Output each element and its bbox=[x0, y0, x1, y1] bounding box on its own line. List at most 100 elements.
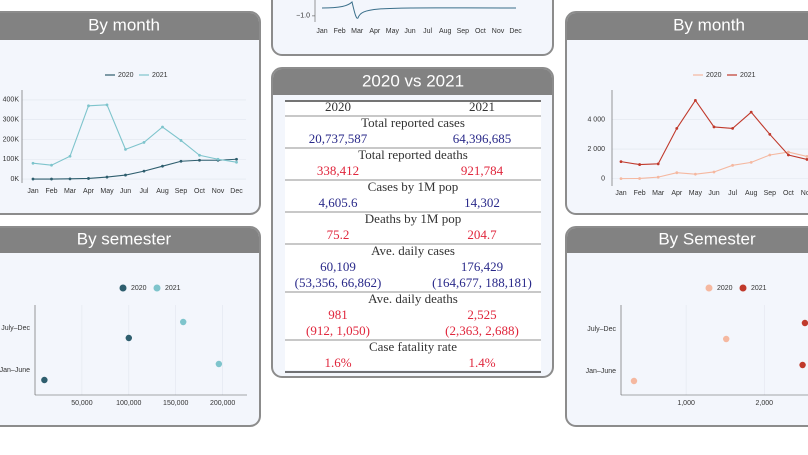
legend-label: 2020 bbox=[706, 72, 722, 79]
legend-label: 2021 bbox=[740, 72, 756, 79]
legend-swatch bbox=[153, 284, 161, 292]
x-tick-label: Oct bbox=[194, 188, 205, 195]
cell: 14,302 bbox=[464, 195, 500, 210]
y-tick-label: 4 000 bbox=[587, 116, 605, 123]
dot bbox=[41, 376, 48, 384]
x-tick-label: Apr bbox=[83, 188, 95, 195]
point bbox=[731, 126, 734, 130]
point bbox=[50, 177, 53, 181]
legend-swatch bbox=[739, 284, 747, 292]
point bbox=[124, 147, 127, 151]
legend-label: 2020 bbox=[717, 285, 733, 292]
series-line bbox=[33, 158, 237, 180]
point bbox=[198, 158, 201, 162]
point bbox=[124, 173, 127, 177]
x-tick-label: Aug bbox=[439, 28, 452, 35]
point bbox=[31, 161, 35, 165]
point bbox=[179, 139, 183, 142]
point bbox=[50, 163, 53, 167]
y-tick-label: July–Dec bbox=[587, 326, 616, 333]
panel-header bbox=[0, 243, 259, 253]
panel-title: By month bbox=[88, 15, 160, 34]
point bbox=[805, 155, 808, 158]
y-tick-label: Jan–June bbox=[586, 368, 616, 375]
panel bbox=[565, 226, 808, 427]
cell: 204.7 bbox=[467, 227, 497, 242]
x-tick-label: Jun bbox=[120, 188, 131, 195]
x-tick-label: May bbox=[689, 190, 703, 197]
x-tick-label: 150,000 bbox=[163, 400, 188, 407]
series-line bbox=[32, 104, 237, 166]
x-tick-label: Dec bbox=[230, 188, 243, 195]
dot bbox=[125, 334, 133, 342]
panel-title: By Semester bbox=[658, 229, 756, 248]
point bbox=[749, 160, 753, 164]
point bbox=[731, 163, 734, 167]
cell: (2,363, 2,688) bbox=[445, 323, 519, 338]
x-tick-label: Aug bbox=[156, 188, 169, 195]
cell: 75.2 bbox=[327, 227, 350, 242]
dot bbox=[723, 335, 730, 343]
point bbox=[235, 157, 238, 161]
cell: (912, 1,050) bbox=[306, 323, 370, 338]
x-tick-label: Mar bbox=[351, 28, 364, 35]
section-label: Total reported cases bbox=[361, 115, 465, 130]
x-tick-label: May bbox=[386, 28, 400, 35]
x-tick-label: Sep bbox=[764, 190, 777, 197]
table-title: 2020 vs 2021 bbox=[362, 71, 464, 90]
section-label: Case fatality rate bbox=[369, 339, 457, 354]
column-header: 2020 bbox=[325, 99, 351, 114]
x-tick-label: Dec bbox=[509, 28, 522, 35]
point bbox=[787, 150, 790, 154]
point bbox=[712, 170, 716, 174]
panel bbox=[0, 11, 261, 215]
x-tick-label: Jun bbox=[708, 190, 719, 197]
legend-swatch bbox=[119, 284, 127, 292]
point bbox=[235, 160, 238, 164]
cell: 60,109 bbox=[320, 259, 356, 274]
cell: 176,429 bbox=[461, 259, 503, 274]
x-tick-label: 1,000 bbox=[677, 400, 695, 407]
cell: 2,525 bbox=[467, 307, 496, 322]
x-tick-label: Sep bbox=[175, 188, 188, 195]
cell: 981 bbox=[328, 307, 348, 322]
cell: 64,396,685 bbox=[453, 131, 512, 146]
y-tick-label: 400K bbox=[3, 97, 20, 104]
x-tick-label: Jul bbox=[140, 188, 149, 195]
dot bbox=[180, 318, 187, 326]
series-line bbox=[620, 151, 808, 180]
cell: 338,412 bbox=[317, 163, 359, 178]
point bbox=[198, 153, 201, 157]
point bbox=[142, 141, 146, 144]
point bbox=[179, 159, 183, 163]
column-header: 2021 bbox=[469, 99, 495, 114]
y-tick-label: Jan–June bbox=[0, 367, 30, 374]
point bbox=[105, 103, 109, 107]
x-tick-label: Jun bbox=[404, 28, 415, 35]
cell: 4,605.6 bbox=[319, 195, 359, 210]
x-tick-label: 50,000 bbox=[71, 400, 93, 407]
cell: 1.6% bbox=[324, 355, 351, 370]
x-tick-label: Nov bbox=[212, 188, 225, 195]
x-tick-label: 200,000 bbox=[210, 400, 235, 407]
table-bg bbox=[285, 100, 541, 370]
x-tick-label: Feb bbox=[334, 28, 346, 35]
x-tick-label: Jan bbox=[316, 28, 327, 35]
section-label: Total reported deaths bbox=[358, 147, 468, 162]
point bbox=[68, 154, 72, 158]
point bbox=[619, 177, 623, 181]
legend-label: 2021 bbox=[165, 285, 181, 292]
point bbox=[31, 177, 35, 181]
point bbox=[768, 132, 772, 136]
section-label: Cases by 1M pop bbox=[368, 179, 459, 194]
panels bbox=[0, 0, 808, 427]
cell: 921,784 bbox=[461, 163, 504, 178]
panel bbox=[0, 226, 261, 427]
legend-swatch bbox=[705, 284, 713, 292]
x-tick-label: Nov bbox=[801, 190, 808, 197]
x-tick-label: Jul bbox=[728, 190, 737, 197]
cell: 1.4% bbox=[468, 355, 495, 370]
x-tick-label: 100,000 bbox=[116, 400, 141, 407]
x-tick-label: Apr bbox=[671, 190, 683, 197]
